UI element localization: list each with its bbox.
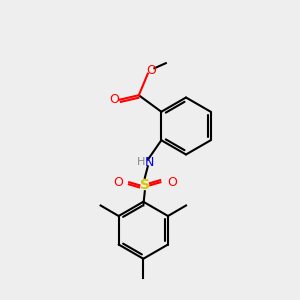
Text: O: O [109,93,119,106]
Text: O: O [113,176,123,189]
Text: O: O [167,176,177,189]
Text: H: H [137,157,146,167]
Text: N: N [145,156,154,169]
Text: O: O [146,64,156,77]
Text: S: S [140,178,150,192]
